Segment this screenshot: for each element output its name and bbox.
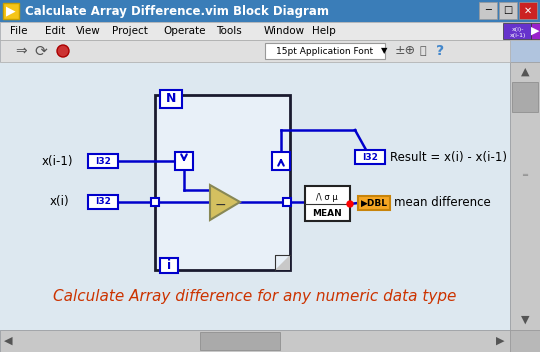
FancyBboxPatch shape bbox=[499, 2, 517, 19]
Text: Result = x(i) - x(i-1): Result = x(i) - x(i-1) bbox=[390, 151, 507, 163]
FancyBboxPatch shape bbox=[283, 198, 291, 206]
Text: x(i-1): x(i-1) bbox=[42, 155, 73, 168]
Polygon shape bbox=[275, 255, 290, 270]
Text: ±⊕: ±⊕ bbox=[395, 44, 416, 57]
FancyBboxPatch shape bbox=[0, 0, 540, 22]
Text: I32: I32 bbox=[362, 152, 378, 162]
FancyBboxPatch shape bbox=[531, 23, 540, 39]
Text: ▶: ▶ bbox=[6, 5, 16, 18]
Text: Tools: Tools bbox=[216, 26, 242, 36]
Text: File: File bbox=[10, 26, 28, 36]
FancyBboxPatch shape bbox=[265, 43, 385, 59]
Text: ✕: ✕ bbox=[524, 6, 532, 15]
Text: I32: I32 bbox=[95, 157, 111, 165]
Text: ▼: ▼ bbox=[381, 46, 388, 56]
Text: Operate: Operate bbox=[163, 26, 206, 36]
FancyBboxPatch shape bbox=[155, 95, 290, 270]
Text: i: i bbox=[167, 259, 171, 272]
FancyBboxPatch shape bbox=[510, 62, 540, 330]
Circle shape bbox=[57, 45, 69, 57]
Text: Edit: Edit bbox=[45, 26, 65, 36]
Text: x(i): x(i) bbox=[50, 195, 70, 208]
Polygon shape bbox=[210, 185, 240, 220]
Text: ?: ? bbox=[436, 44, 444, 58]
FancyBboxPatch shape bbox=[510, 330, 540, 352]
FancyBboxPatch shape bbox=[305, 186, 350, 221]
Text: ▼: ▼ bbox=[521, 315, 529, 325]
Text: N: N bbox=[166, 93, 176, 106]
Text: ═: ═ bbox=[523, 170, 528, 180]
Text: □: □ bbox=[503, 6, 512, 15]
Text: ⇒: ⇒ bbox=[15, 44, 26, 58]
FancyBboxPatch shape bbox=[512, 82, 538, 112]
Text: ▲: ▲ bbox=[521, 67, 529, 77]
Text: /\ σ μ: /\ σ μ bbox=[316, 193, 338, 201]
FancyBboxPatch shape bbox=[0, 22, 540, 40]
FancyBboxPatch shape bbox=[200, 332, 280, 350]
Text: Window: Window bbox=[264, 26, 305, 36]
Text: x(i-1): x(i-1) bbox=[510, 33, 526, 38]
Text: 15pt Application Font: 15pt Application Font bbox=[276, 46, 374, 56]
Text: 🔍: 🔍 bbox=[420, 46, 427, 56]
Text: Project: Project bbox=[112, 26, 148, 36]
FancyBboxPatch shape bbox=[479, 2, 497, 19]
Text: ▶: ▶ bbox=[531, 26, 539, 36]
FancyBboxPatch shape bbox=[503, 23, 531, 39]
FancyBboxPatch shape bbox=[88, 154, 118, 168]
Circle shape bbox=[347, 201, 353, 207]
FancyBboxPatch shape bbox=[358, 196, 390, 210]
FancyBboxPatch shape bbox=[151, 198, 159, 206]
FancyBboxPatch shape bbox=[0, 40, 510, 62]
Text: ◀: ◀ bbox=[4, 336, 12, 346]
Text: Help: Help bbox=[312, 26, 336, 36]
Text: Calculate Array difference for any numeric data type: Calculate Array difference for any numer… bbox=[53, 289, 457, 304]
Text: ▶DBL: ▶DBL bbox=[361, 199, 388, 207]
FancyBboxPatch shape bbox=[272, 152, 290, 170]
Text: ▶: ▶ bbox=[496, 336, 504, 346]
Text: x(i)-: x(i)- bbox=[512, 27, 524, 32]
FancyBboxPatch shape bbox=[3, 3, 19, 19]
Text: ─: ─ bbox=[485, 6, 491, 15]
Text: −: − bbox=[214, 198, 226, 212]
FancyBboxPatch shape bbox=[355, 150, 385, 164]
FancyBboxPatch shape bbox=[0, 62, 510, 330]
FancyBboxPatch shape bbox=[175, 152, 193, 170]
FancyBboxPatch shape bbox=[0, 330, 510, 352]
Text: MEAN: MEAN bbox=[312, 208, 342, 218]
Text: mean difference: mean difference bbox=[394, 196, 491, 209]
Text: ⟳: ⟳ bbox=[34, 44, 47, 58]
FancyBboxPatch shape bbox=[160, 90, 182, 108]
Text: Calculate Array Difference.vim Block Diagram: Calculate Array Difference.vim Block Dia… bbox=[25, 5, 329, 18]
Text: View: View bbox=[76, 26, 101, 36]
Text: I32: I32 bbox=[95, 197, 111, 207]
FancyBboxPatch shape bbox=[519, 2, 537, 19]
FancyBboxPatch shape bbox=[88, 195, 118, 209]
FancyBboxPatch shape bbox=[160, 258, 178, 273]
